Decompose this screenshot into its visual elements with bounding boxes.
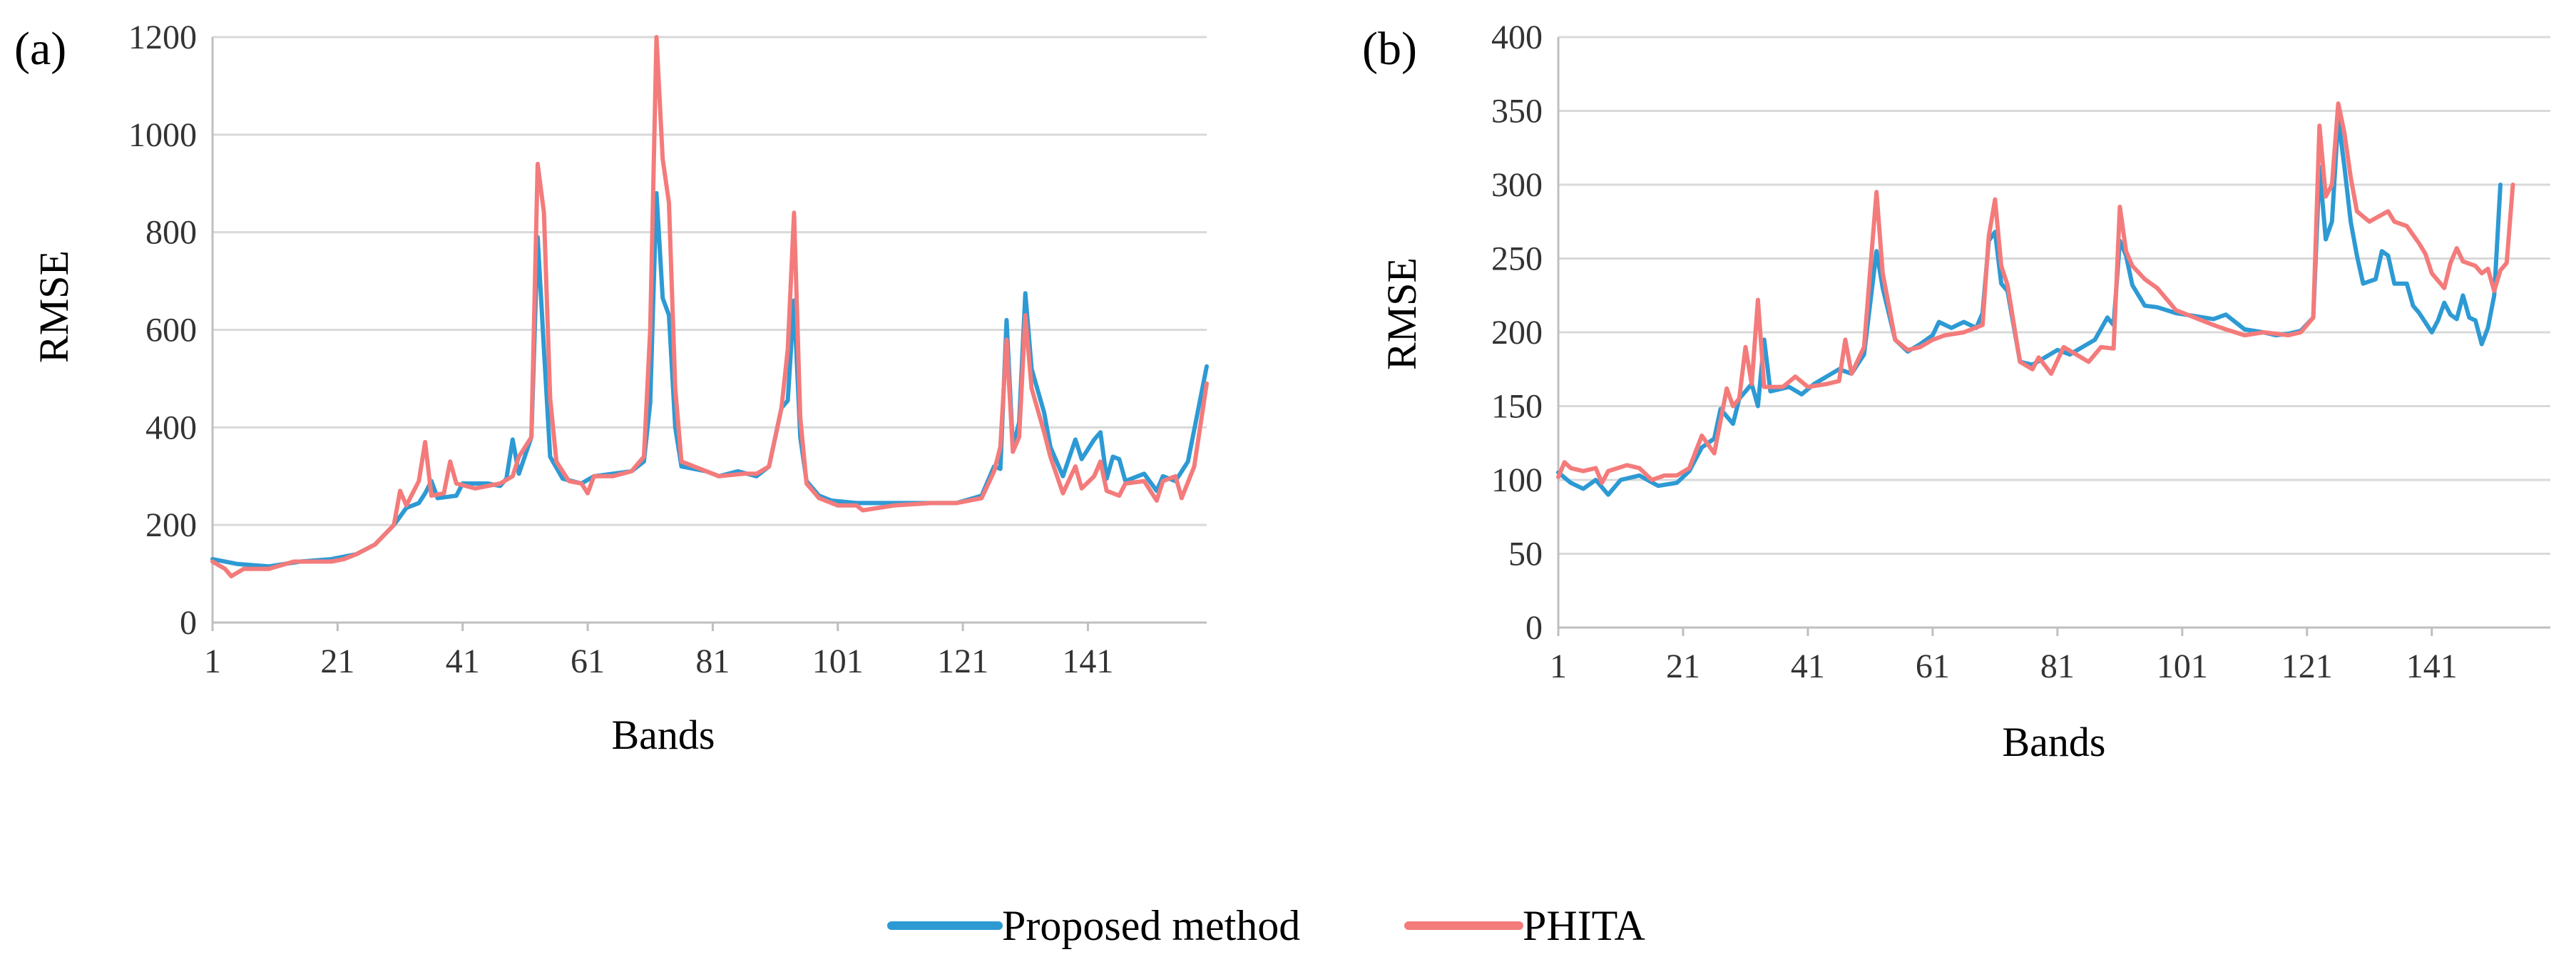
x-tick-label-b: 121 — [2281, 648, 2333, 685]
y-tick-label-a: 600 — [145, 312, 197, 349]
x-tick-label-b: 61 — [1916, 648, 1950, 685]
x-tick-label-b: 41 — [1791, 648, 1825, 685]
gridlines-a — [213, 36, 1207, 526]
x-tick-label-b: 81 — [2040, 648, 2075, 685]
y-tick-label-b: 100 — [1491, 461, 1543, 499]
y-tick-label-a: 400 — [145, 409, 197, 446]
legend-label-phita: PHITA — [1523, 902, 1645, 949]
x-tick-label-a: 1 — [204, 643, 221, 680]
panel-label-a: (a) — [14, 23, 66, 75]
y-tick-label-b: 150 — [1491, 388, 1543, 426]
x-tick-labels-a: 1 21 41 61 81 101 121 141 — [204, 623, 1113, 680]
legend-label-proposed: Proposed method — [1002, 902, 1300, 949]
legend: Proposed method PHITA — [887, 902, 1645, 949]
x-tick-label-a: 61 — [571, 643, 605, 680]
x-tick-label-a: 41 — [446, 643, 480, 680]
series-lines-a — [210, 35, 1209, 578]
gridlines-b — [1558, 36, 2550, 555]
x-tick-label-b: 141 — [2406, 648, 2458, 685]
panel-label-b: (b) — [1362, 23, 1417, 75]
y-axis-title-b: RMSE — [1379, 257, 1425, 370]
y-tick-labels-b: 0 50 100 150 200 250 300 350 400 — [1491, 19, 1543, 647]
series-lines-b — [1556, 101, 2515, 497]
y-axis-title-a: RMSE — [31, 250, 77, 363]
y-tick-label-a: 1000 — [128, 116, 197, 154]
y-tick-labels-a: 0 200 400 600 800 1000 1200 — [128, 19, 197, 642]
x-tick-label-a: 81 — [695, 643, 730, 680]
y-tick-label-a: 0 — [180, 604, 197, 642]
x-tick-label-a: 141 — [1062, 643, 1113, 680]
y-tick-label-b: 250 — [1491, 240, 1543, 278]
y-tick-label-b: 300 — [1491, 166, 1543, 204]
y-tick-label-b: 0 — [1525, 609, 1543, 647]
y-tick-label-b: 50 — [1508, 536, 1543, 573]
x-tick-label-a: 101 — [812, 643, 864, 680]
y-tick-label-b: 400 — [1491, 19, 1543, 56]
y-tick-label-a: 800 — [145, 214, 197, 252]
x-tick-label-a: 21 — [320, 643, 354, 680]
y-tick-label-a: 200 — [145, 506, 197, 544]
x-tick-labels-b: 1 21 41 61 81 101 121 141 — [1550, 628, 2458, 685]
series-line-phita-b — [1556, 101, 2515, 486]
y-tick-label-a: 1200 — [128, 19, 197, 56]
series-line-phita-a — [210, 35, 1209, 578]
series-line-proposed-method-a — [210, 190, 1209, 569]
x-tick-label-b: 1 — [1550, 648, 1567, 685]
x-tick-label-b: 101 — [2157, 648, 2208, 685]
x-tick-label-a: 121 — [937, 643, 988, 680]
y-tick-label-b: 200 — [1491, 314, 1543, 352]
series-line-proposed-method-b — [1556, 116, 2503, 497]
x-axis-title-a: Bands — [612, 712, 715, 758]
x-axis-title-b: Bands — [2003, 719, 2106, 765]
x-tick-label-b: 21 — [1666, 648, 1700, 685]
y-tick-label-b: 350 — [1491, 93, 1543, 131]
